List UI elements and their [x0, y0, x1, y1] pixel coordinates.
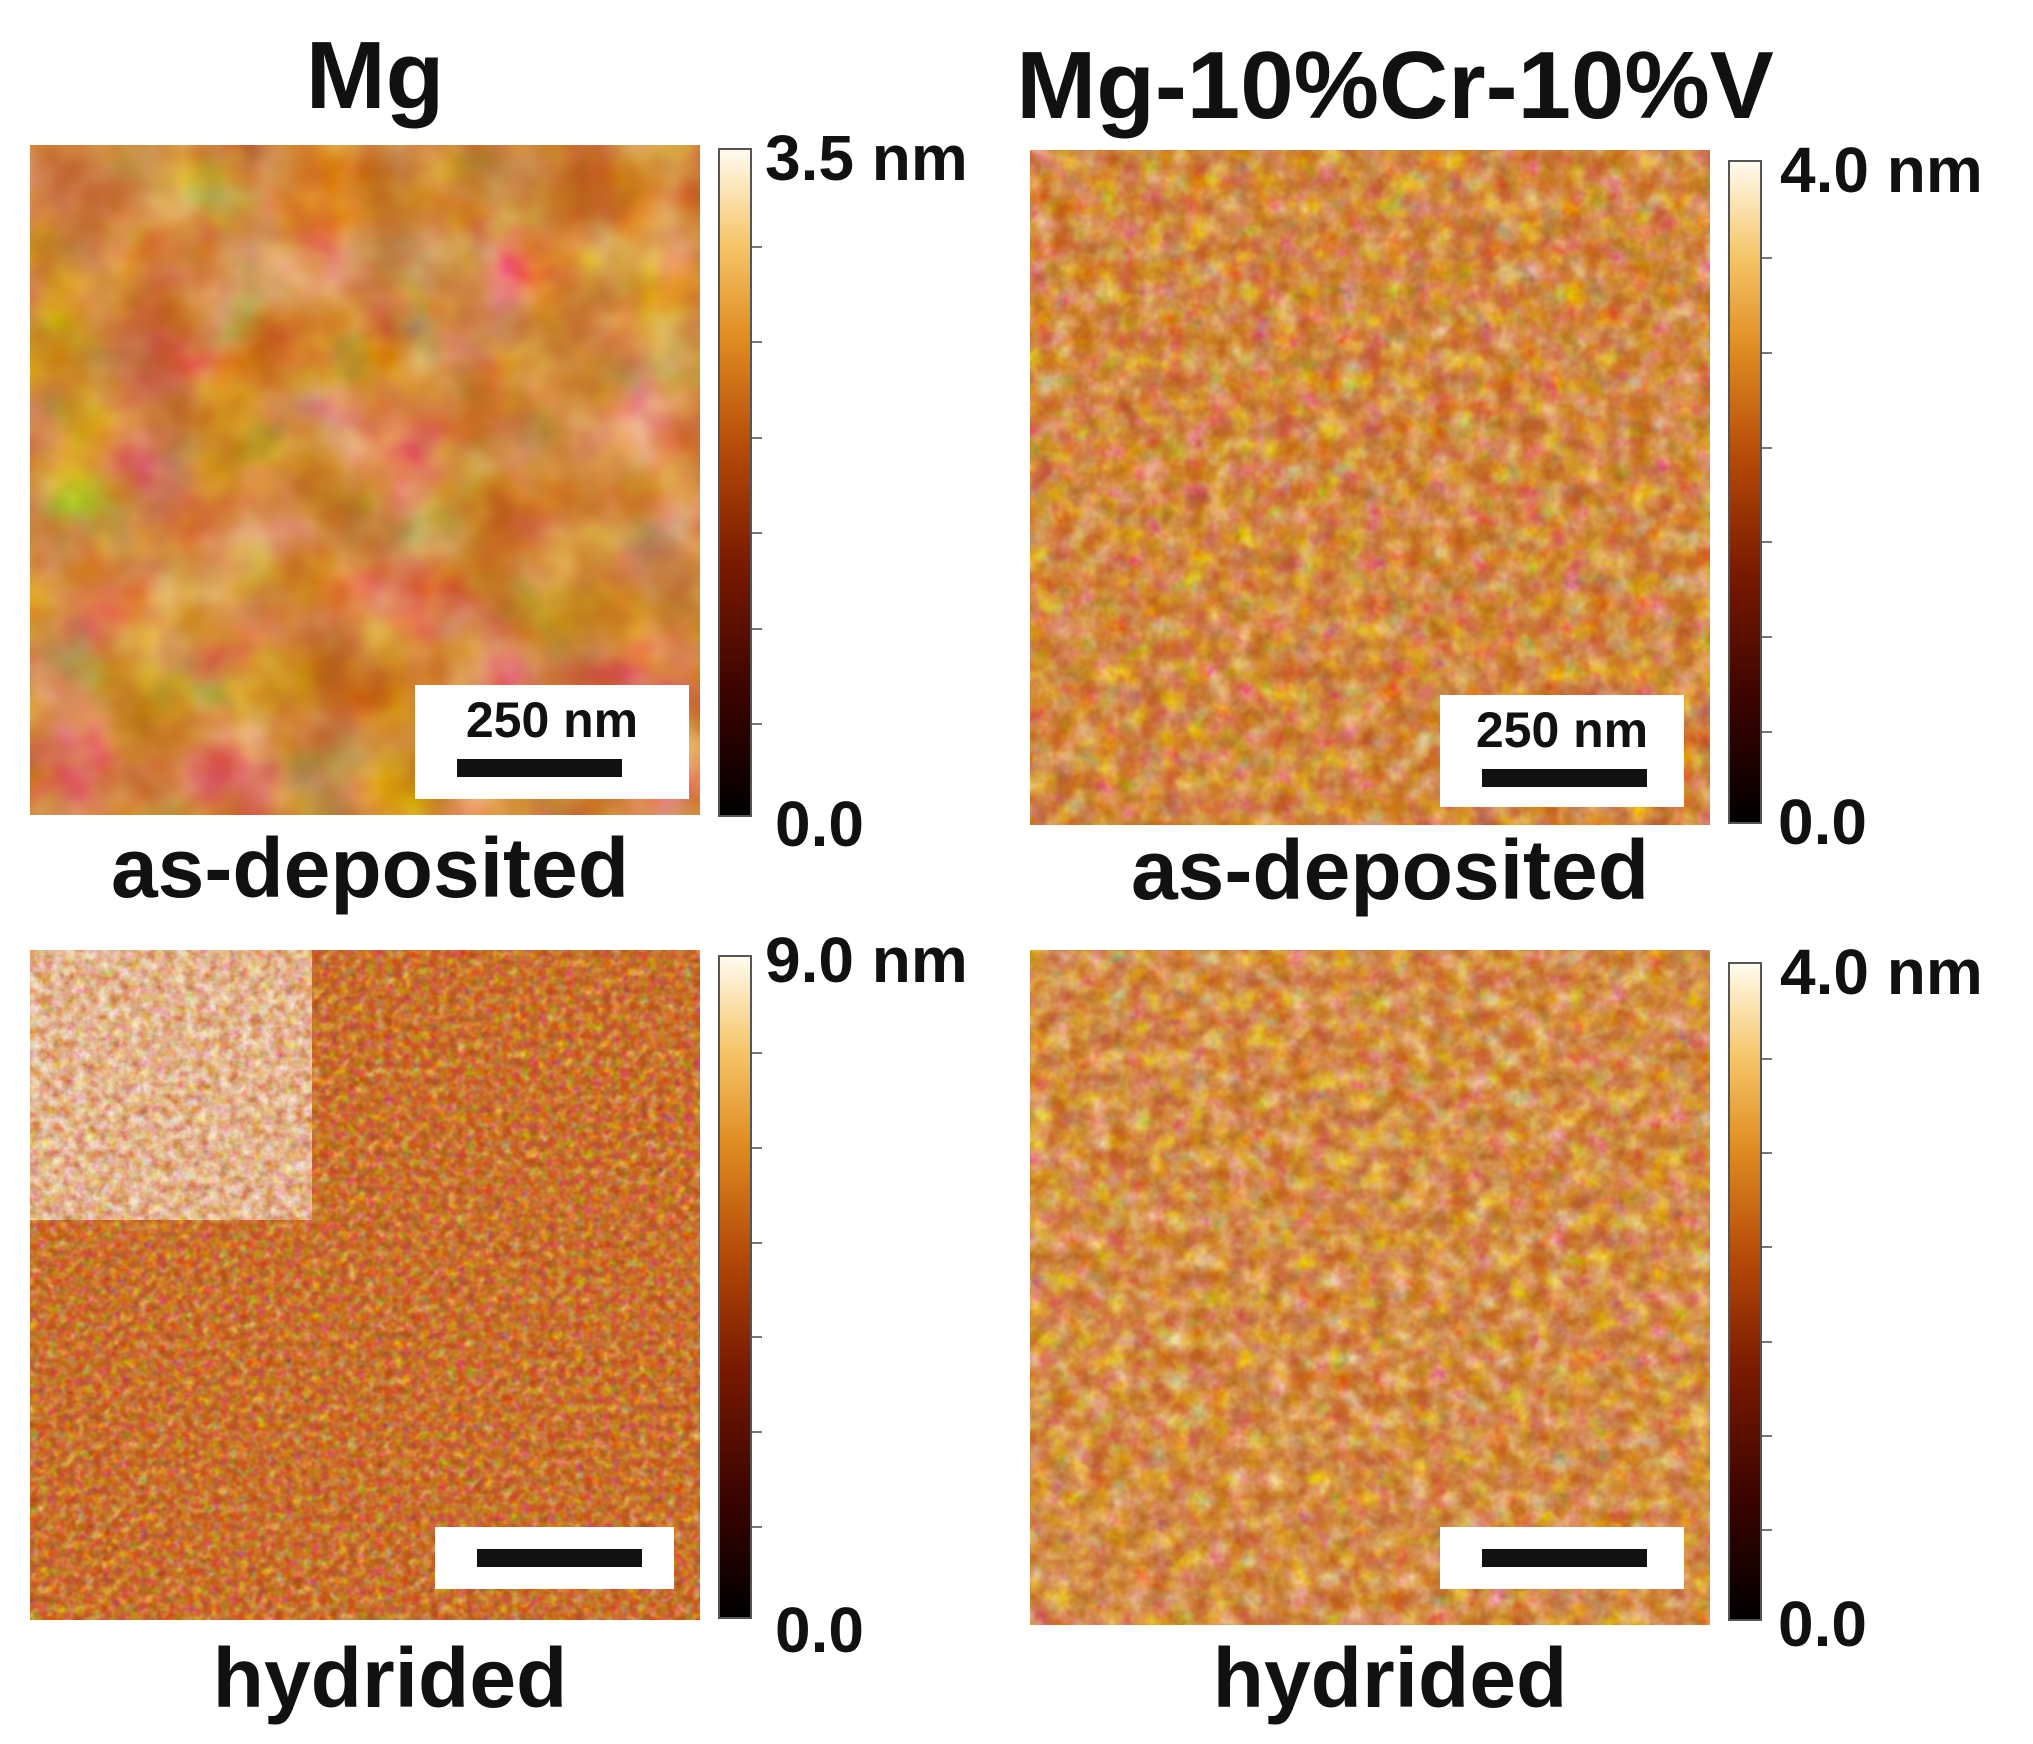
colorbar-tick [1762, 1058, 1772, 1060]
colorbar-tick [1762, 636, 1772, 638]
scale-bar-box [435, 1527, 674, 1589]
colorbar-tick [752, 1052, 762, 1054]
inset-image [30, 950, 312, 1220]
caption-alloy-hydrided: hydrided [1212, 1631, 1568, 1725]
colorbar-tick [752, 1526, 762, 1528]
colorbar-tick [752, 1431, 762, 1433]
scale-bar-label: 250 nm [1475, 702, 1649, 758]
colorbar-tick [752, 532, 762, 534]
scale-bar-box: 250 nm [415, 685, 689, 799]
colorbar-tick [1762, 1435, 1772, 1437]
afm-image-alloy-hydrided [1030, 950, 1710, 1625]
colorbar-tick [752, 246, 762, 248]
colorbar-min-label: 0.0 [1778, 1588, 1867, 1660]
afm-texture [1030, 950, 1710, 1625]
column-title-mg: Mg [305, 22, 445, 129]
colorbar-tick [1762, 352, 1772, 354]
caption-mg-as-deposited: as-deposited [110, 821, 630, 915]
colorbar-tick [1762, 1341, 1772, 1343]
colorbar-tick [1762, 731, 1772, 733]
colorbar-min-label: 0.0 [775, 788, 864, 860]
afm-image-mg-hydrided [30, 950, 700, 1620]
caption-mg-hydrided: hydrided [212, 1631, 568, 1725]
colorbar-max-label: 9.0 nm [765, 924, 968, 996]
colorbar-tick [752, 437, 762, 439]
colorbar-max-label: 4.0 nm [1780, 936, 1983, 1008]
colorbar-max-label: 3.5 nm [765, 122, 968, 194]
colorbar-tick [1762, 1246, 1772, 1248]
colorbar-tick [1762, 257, 1772, 259]
colorbar-min-label: 0.0 [775, 1594, 864, 1666]
scale-bar-box: 250 nm [1440, 695, 1684, 807]
scale-bar [457, 759, 622, 777]
colorbar-tick [752, 1242, 762, 1244]
afm-image-mg-as-deposited: 250 nm [30, 145, 700, 815]
height-colorbar-mg-as-deposited [718, 148, 762, 817]
colorbar-tick [1762, 447, 1772, 449]
colorbar-max-label: 4.0 nm [1780, 134, 1983, 206]
colorbar-tick [1762, 1529, 1772, 1531]
scale-bar [1482, 769, 1647, 787]
height-colorbar-alloy-hydrided [1728, 962, 1772, 1621]
colorbar-tick [752, 723, 762, 725]
afm-image-alloy-as-deposited: 250 nm [1030, 150, 1710, 825]
colorbar-tick [1762, 541, 1772, 543]
column-title-alloy: Mg-10%Cr-10%V [1016, 32, 1774, 139]
colorbar-tick [752, 341, 762, 343]
caption-alloy-as-deposited: as-deposited [1130, 823, 1650, 917]
colorbar-min-label: 0.0 [1778, 786, 1867, 858]
colorbar-tick [752, 1336, 762, 1338]
height-colorbar-alloy-as-deposited [1728, 160, 1772, 824]
height-colorbar-mg-hydrided [718, 955, 762, 1619]
colorbar-tick [1762, 1152, 1772, 1154]
colorbar-tick [752, 628, 762, 630]
scale-bar-label: 250 nm [465, 692, 639, 748]
scale-bar [1482, 1549, 1647, 1567]
scale-bar [477, 1549, 642, 1567]
colorbar-tick [752, 1147, 762, 1149]
scale-bar-box [1440, 1527, 1684, 1589]
